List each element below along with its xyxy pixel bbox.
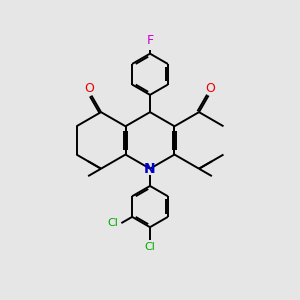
Text: F: F: [146, 34, 154, 47]
Text: N: N: [144, 162, 156, 176]
Text: Cl: Cl: [145, 242, 155, 252]
Text: O: O: [206, 82, 215, 94]
Text: Cl: Cl: [108, 218, 118, 228]
Text: O: O: [85, 82, 94, 94]
